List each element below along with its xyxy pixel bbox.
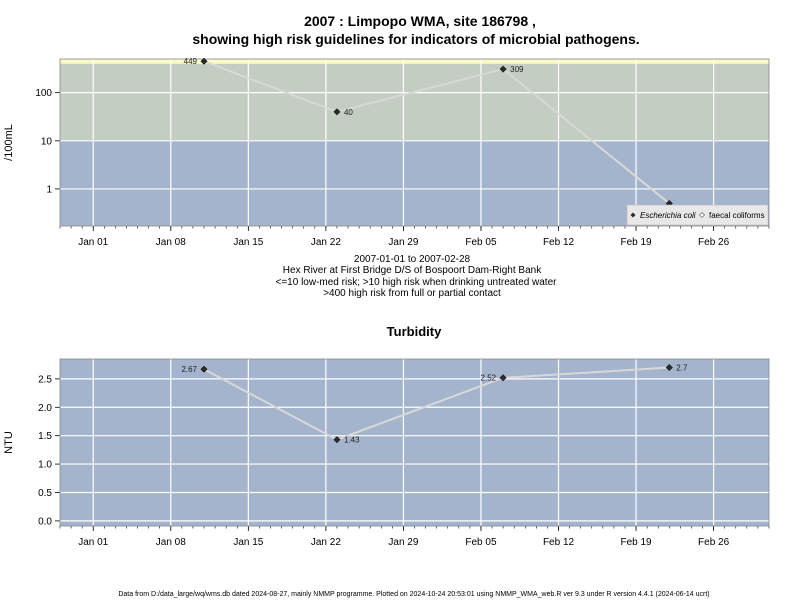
turbidity-title: Turbidity bbox=[387, 324, 442, 339]
x-tick-label: Jan 08 bbox=[156, 537, 186, 548]
x-tick-label: Feb 12 bbox=[543, 537, 575, 548]
subtitle-date-range: 2007-01-01 to 2007-02-28 bbox=[354, 254, 471, 265]
data-point bbox=[499, 65, 507, 73]
data-label: 1.43 bbox=[344, 436, 360, 445]
y-axis-title: /100mL bbox=[3, 124, 15, 161]
x-tick-label: Feb 05 bbox=[465, 237, 497, 248]
data-point bbox=[333, 436, 341, 444]
x-tick-label: Jan 15 bbox=[233, 537, 263, 548]
legend-label-faecal: faecal coliforms bbox=[709, 211, 765, 220]
data-label: 2.7 bbox=[676, 364, 688, 373]
y-tick-label: 1 bbox=[46, 184, 52, 195]
data-label: 40 bbox=[344, 108, 353, 117]
y-tick-label: 1.0 bbox=[38, 460, 52, 471]
data-point bbox=[499, 374, 507, 382]
guideline-band-1 bbox=[60, 63, 769, 141]
data-label: 449 bbox=[184, 57, 198, 66]
data-point bbox=[665, 363, 673, 372]
plot-background bbox=[60, 359, 769, 526]
x-tick-label: Feb 19 bbox=[620, 237, 652, 248]
x-tick-label: Jan 29 bbox=[388, 537, 418, 548]
x-tick-label: Jan 22 bbox=[311, 237, 341, 248]
footer-note: Data from D:/data_large/wq/wms.db dated … bbox=[118, 591, 709, 598]
x-tick-label: Jan 01 bbox=[78, 537, 108, 548]
y-tick-label: 10 bbox=[41, 136, 53, 147]
x-tick-label: Feb 12 bbox=[543, 237, 575, 248]
microbial-chart: Jan 01 Jan 08 Jan 15 Jan 22 Jan 29 Feb 05 Feb … bbox=[3, 57, 770, 248]
x-tick-label: Jan 08 bbox=[156, 237, 186, 248]
x-tick-label: Jan 29 bbox=[388, 237, 418, 248]
chart-title-line-2: showing high risk guidelines for indicat… bbox=[192, 31, 639, 47]
series-line bbox=[203, 366, 670, 441]
y-tick-label: 2.0 bbox=[38, 403, 52, 414]
x-tick-label: Jan 15 bbox=[233, 237, 263, 248]
turbidity-chart: Jan 01 Jan 08 Jan 15 Jan 22 Jan 29 Feb 05 Feb … bbox=[3, 358, 770, 548]
legend-marker-ecoli bbox=[630, 212, 636, 218]
chart-legend: Escherichia coli faecal coliforms bbox=[626, 204, 769, 226]
legend-marker-faecal bbox=[699, 212, 705, 218]
y-tick-label: 0.5 bbox=[38, 488, 52, 499]
legend-label-ecoli: Escherichia coli bbox=[640, 211, 696, 220]
subtitle-guideline-high: >400 high risk from full or partial cont… bbox=[323, 288, 501, 299]
plot-frame bbox=[59, 358, 770, 527]
data-point bbox=[200, 365, 208, 373]
x-tick-label: Feb 05 bbox=[465, 537, 497, 548]
y-tick-label: 100 bbox=[35, 88, 52, 99]
x-tick-label: Jan 01 bbox=[78, 237, 108, 248]
y-axis-title: NTU bbox=[3, 431, 15, 454]
x-tick-label: Feb 26 bbox=[698, 237, 730, 248]
data-label: 309 bbox=[510, 65, 524, 74]
data-point bbox=[200, 57, 208, 65]
series-line bbox=[203, 60, 670, 205]
chart-title-line-1: 2007 : Limpopo WMA, site 186798 , bbox=[304, 13, 536, 29]
y-tick-label: 2.5 bbox=[38, 374, 52, 385]
data-label: 2.67 bbox=[181, 365, 197, 374]
guideline-band-2 bbox=[60, 59, 769, 64]
legend-box bbox=[626, 204, 769, 226]
y-tick-label: 0.0 bbox=[38, 516, 52, 527]
data-point bbox=[333, 108, 341, 116]
x-tick-label: Feb 19 bbox=[620, 537, 652, 548]
subtitle-guideline-low: <=10 low-med risk; >10 high risk when dr… bbox=[276, 277, 558, 288]
subtitle-site-name: Hex River at First Bridge D/S of Bospoor… bbox=[283, 265, 542, 276]
data-label: 2.52 bbox=[481, 374, 497, 383]
plot-frame bbox=[59, 58, 770, 227]
y-tick-label: 1.5 bbox=[38, 431, 52, 442]
x-tick-label: Feb 26 bbox=[698, 537, 730, 548]
x-tick-label: Jan 22 bbox=[311, 537, 341, 548]
